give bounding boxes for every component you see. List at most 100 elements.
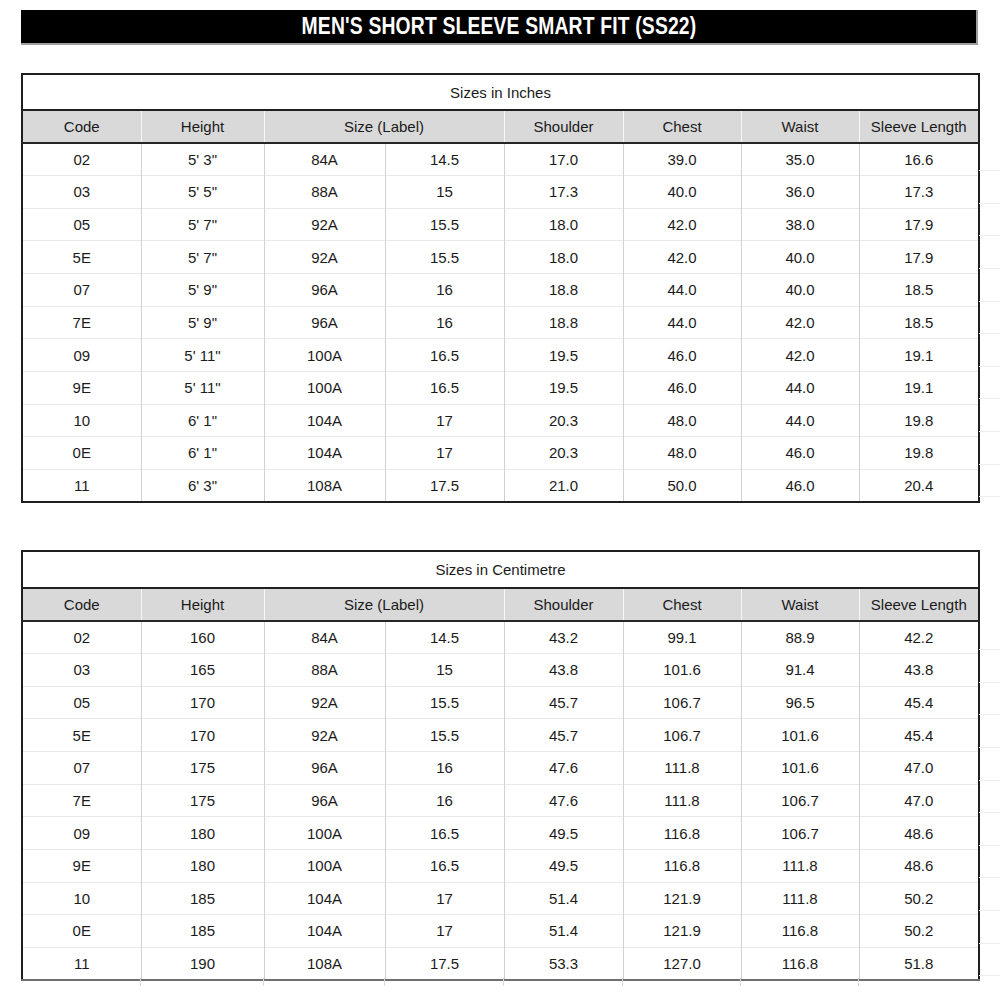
table-row: 0316588A1543.8101.691.443.8 [22,654,979,687]
table-cell: 17.3 [504,176,623,209]
table-cell: 20.4 [859,469,979,502]
table-cell: 5E [22,241,141,274]
table-cell: 6' 1" [141,437,264,470]
table-cell: 19.8 [859,437,979,470]
table-cell: 165 [141,654,264,687]
table-cell: 05 [22,208,141,241]
gridline-stub [979,170,1000,498]
table-row: 075' 9"96A1618.844.040.018.5 [22,274,979,307]
table-cell: 92A [264,241,385,274]
table-cell: 16.5 [385,849,504,882]
table-title: Sizes in Inches [22,74,979,110]
table-cell: 47.6 [504,784,623,817]
column-header: Size (Label) [264,588,504,621]
table-cell: 43.8 [504,654,623,687]
table-cell: 17 [385,882,504,915]
table-cell: 16.5 [385,371,504,404]
table-cell: 03 [22,176,141,209]
table-row: 11190108A17.553.3127.0116.851.8 [22,947,979,980]
table-cell: 99.1 [623,621,741,654]
table-cell: 45.4 [859,686,979,719]
table-cell: 45.7 [504,686,623,719]
table-cell: 16 [385,752,504,785]
gridline-stub [622,978,623,986]
table-cell: 46.0 [741,437,859,470]
table-cell: 18.8 [504,306,623,339]
table-cell: 17.3 [859,176,979,209]
table-row: 035' 5"88A1517.340.036.017.3 [22,176,979,209]
table-cell: 5E [22,719,141,752]
table-cell: 108A [264,947,385,980]
table-cell: 175 [141,784,264,817]
table-title: Sizes in Centimetre [22,551,979,588]
table-cell: 92A [264,686,385,719]
table-cell: 6' 1" [141,404,264,437]
table-cell: 19.5 [504,371,623,404]
table-cell: 18.5 [859,306,979,339]
table-cell: 16.5 [385,817,504,850]
table-cell: 84A [264,143,385,176]
table-cell: 16 [385,784,504,817]
table-cell: 02 [22,143,141,176]
column-header: Height [141,110,264,143]
table-cell: 10 [22,404,141,437]
table-cell: 51.8 [859,947,979,980]
table-cell: 49.5 [504,849,623,882]
column-header: Sleeve Length [859,588,979,621]
table-row: 095' 11"100A16.519.546.042.019.1 [22,339,979,372]
table-cell: 88A [264,176,385,209]
table-cell: 7E [22,784,141,817]
table-cell: 116.8 [623,817,741,850]
table-cell: 185 [141,882,264,915]
table-cell: 101.6 [741,752,859,785]
table-cell: 40.0 [741,274,859,307]
table-cell: 44.0 [623,274,741,307]
table-cell: 16 [385,274,504,307]
table-row: 0E185104A1751.4121.9116.850.2 [22,915,979,948]
table-cell: 50.2 [859,882,979,915]
table-cell: 49.5 [504,817,623,850]
table-title-row: Sizes in Inches [22,74,979,110]
table-cell: 47.0 [859,752,979,785]
table-cell: 11 [22,947,141,980]
table-cell: 5' 7" [141,208,264,241]
table-cell: 51.4 [504,915,623,948]
table-cell: 180 [141,849,264,882]
table-cell: 92A [264,208,385,241]
table-cell: 160 [141,621,264,654]
table-cell: 18.8 [504,274,623,307]
title-banner: MEN'S SHORT SLEEVE SMART FIT (SS22) [21,10,978,45]
table-cell: 18.5 [859,274,979,307]
table-cell: 100A [264,339,385,372]
table-cell: 11 [22,469,141,502]
table-cell: 44.0 [741,404,859,437]
table-cell: 121.9 [623,882,741,915]
table-cell: 45.7 [504,719,623,752]
table-header-row: CodeHeightSize (Label)ShoulderChestWaist… [22,588,979,621]
table-cell: 21.0 [504,469,623,502]
table-cell: 92A [264,719,385,752]
table-cell: 96A [264,752,385,785]
column-header: Sleeve Length [859,110,979,143]
column-header: Code [22,588,141,621]
table-cell: 106.7 [623,686,741,719]
table-cell: 46.0 [623,371,741,404]
table-cell: 47.0 [859,784,979,817]
table-cell: 101.6 [623,654,741,687]
table-cell: 14.5 [385,621,504,654]
table-cell: 9E [22,371,141,404]
table-cell: 5' 11" [141,339,264,372]
table-cell: 17 [385,404,504,437]
table-cell: 40.0 [623,176,741,209]
table-cell: 96.5 [741,686,859,719]
table-cell: 6' 3" [141,469,264,502]
table-cell: 190 [141,947,264,980]
table-cell: 170 [141,686,264,719]
table-cell: 84A [264,621,385,654]
gridline-stub [979,649,1000,977]
table-cell: 02 [22,621,141,654]
table-body: 025' 3"84A14.517.039.035.016.6035' 5"88A… [22,143,979,502]
table-cell: 101.6 [741,719,859,752]
table-cell: 36.0 [741,176,859,209]
table-cell: 19.1 [859,371,979,404]
